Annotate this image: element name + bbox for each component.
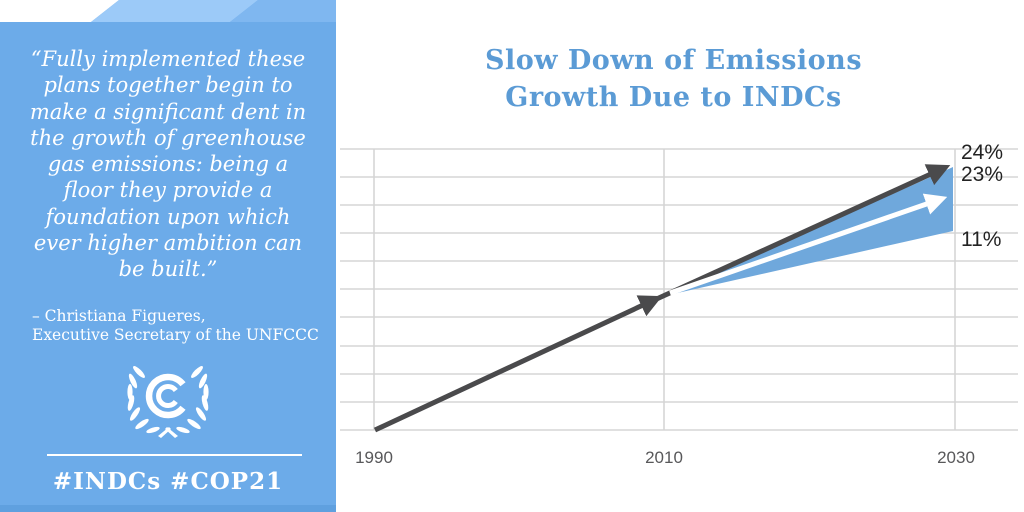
top-decorative-band	[0, 0, 336, 22]
quote-line: gas emissions: being a	[47, 152, 289, 177]
label-24-percent: 24%	[961, 141, 1004, 164]
band-midblue-shape	[230, 0, 336, 22]
sidebar-footer-strip	[0, 505, 336, 512]
quote-line: make a significant dent in	[29, 99, 307, 124]
quote-line: plans together begin to	[43, 73, 293, 98]
hashtags-text: #INDCs #COP21	[52, 468, 284, 495]
x-tick-2030: 2030	[937, 448, 975, 467]
attribution-title: Executive Secretary of the UNFCCC	[32, 326, 319, 344]
x-tick-1990: 1990	[355, 448, 393, 467]
sidebar-divider	[47, 454, 302, 456]
quote-text: “Fully implemented these plans together …	[16, 46, 320, 283]
band-white-shape	[0, 0, 119, 22]
x-tick-2010: 2010	[645, 448, 683, 467]
label-11-percent: 11%	[961, 228, 1002, 251]
quote-attribution: – Christiana Figueres, Executive Secreta…	[32, 307, 328, 345]
quote-line: be built.”	[118, 257, 218, 282]
quote-line: floor they provide a	[63, 178, 273, 203]
label-23-percent: 23%	[961, 163, 1004, 186]
chart-title: Slow Down of Emissions Growth Due to IND…	[336, 42, 1011, 116]
attribution-name: – Christiana Figueres,	[32, 307, 206, 325]
chart-title-line2: Growth Due to INDCs	[505, 82, 842, 113]
sidebar: “Fully implemented these plans together …	[0, 0, 336, 512]
laurel-wreath	[127, 366, 209, 438]
quote-line: foundation upon which	[45, 204, 291, 229]
chart-title-line1: Slow Down of Emissions	[484, 45, 863, 76]
quote-line: the growth of greenhouse	[30, 125, 306, 150]
unfccc-logo-icon	[127, 366, 209, 438]
quote-line: “Fully implemented these	[30, 47, 306, 71]
quote-line: ever higher ambition can	[33, 231, 303, 256]
indc-trajectory-arrow	[669, 193, 948, 296]
band-lightblue-shape	[91, 0, 258, 22]
trend-arrow	[373, 164, 951, 433]
